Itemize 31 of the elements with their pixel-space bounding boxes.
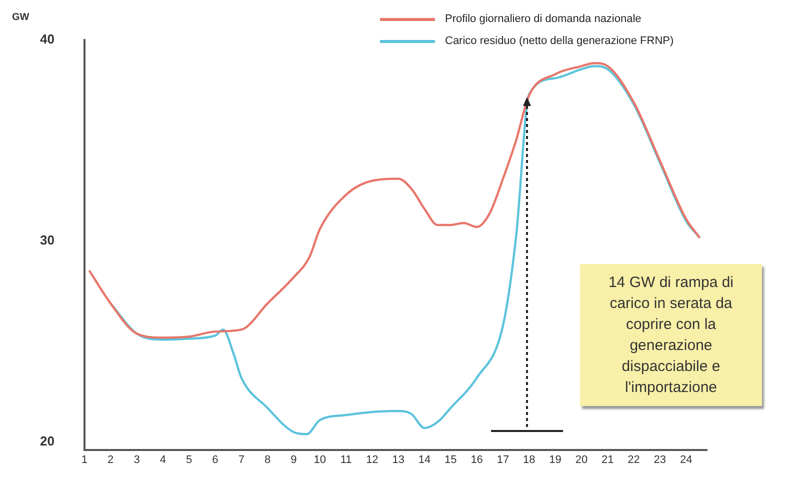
x-tick-label: 20 (575, 454, 588, 466)
callout-box: 14 GW di rampa di carico in serata da coprire con la generazione dispacciabile e l'importazione (580, 264, 762, 406)
y-tick-label: 40 (40, 32, 54, 47)
x-tick-label: 23 (654, 454, 666, 466)
x-tick-label: 14 (418, 454, 431, 466)
x-tick-label: 13 (392, 454, 404, 466)
x-tick-label: 17 (496, 454, 510, 466)
x-tick-label: 7 (238, 454, 244, 466)
legend-label: Carico residuo (netto della generazione FRNP) (445, 35, 674, 47)
x-tick-label: 22 (628, 454, 640, 466)
x-tick-label: 10 (314, 454, 326, 466)
x-tick-label: 24 (680, 454, 692, 466)
x-tick-label: 11 (340, 454, 352, 466)
x-tick-label: 2 (108, 454, 114, 466)
legend-label: Profilo giornaliero di domanda nazionale (445, 13, 642, 25)
x-tick-label: 9 (290, 454, 297, 466)
x-tick-label: 3 (134, 454, 140, 466)
x-tick-label: 19 (549, 454, 562, 466)
x-tick-label: 18 (523, 454, 536, 466)
x-tick-label: 4 (160, 454, 166, 466)
x-tick-label: 15 (444, 454, 457, 466)
y-tick-label: 30 (40, 232, 54, 248)
x-tick-label: 5 (186, 454, 192, 466)
x-tick-label: 1 (81, 454, 88, 466)
x-tick-label: 16 (470, 454, 483, 466)
x-tick-label: 8 (264, 454, 271, 466)
x-tick-label: 21 (601, 454, 614, 466)
x-tick-label: 6 (212, 454, 218, 466)
x-tick-label: 12 (366, 454, 378, 466)
y-axis-title: GW (12, 12, 30, 23)
y-tick-label: 20 (40, 434, 54, 449)
